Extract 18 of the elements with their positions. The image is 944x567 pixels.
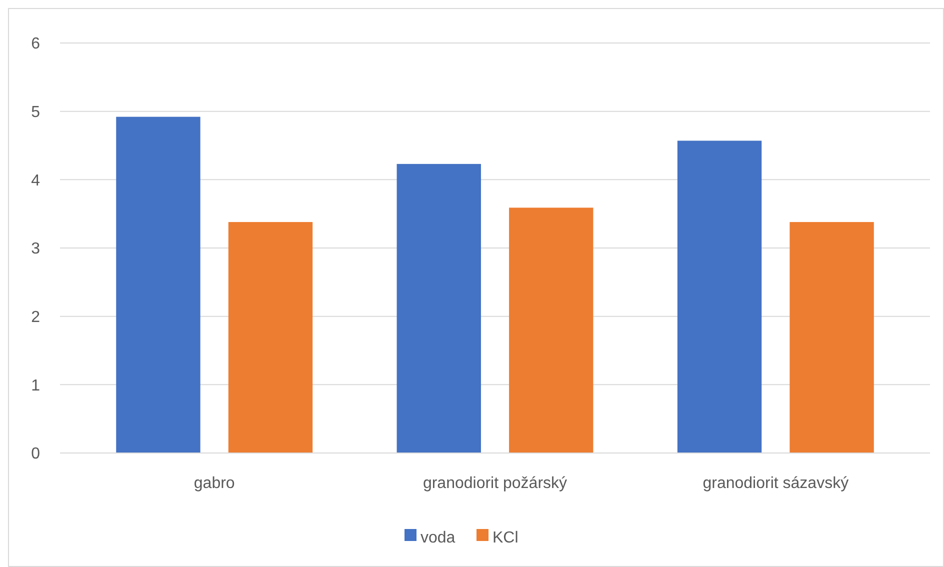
- y-tick-label: 1: [31, 377, 40, 394]
- y-tick-label: 5: [31, 104, 40, 121]
- bar: [396, 164, 481, 453]
- y-tick-label: 3: [31, 240, 40, 258]
- y-tick-label: 4: [31, 172, 40, 190]
- x-tick-label: granodiorit sázavský: [702, 475, 849, 492]
- y-tick-label: 6: [31, 36, 40, 53]
- bar: [790, 222, 874, 453]
- bar: [228, 222, 313, 453]
- legend-label: voda: [420, 530, 456, 547]
- x-tick-label: gabro: [194, 475, 235, 492]
- x-tick-label: granodiorit požárský: [422, 475, 568, 492]
- bar: [509, 208, 594, 453]
- bar: [116, 116, 200, 453]
- y-tick-label: 2: [31, 308, 40, 326]
- legend-label: KCl: [492, 530, 518, 547]
- y-tick-label: 0: [31, 446, 40, 463]
- bar: [677, 140, 762, 453]
